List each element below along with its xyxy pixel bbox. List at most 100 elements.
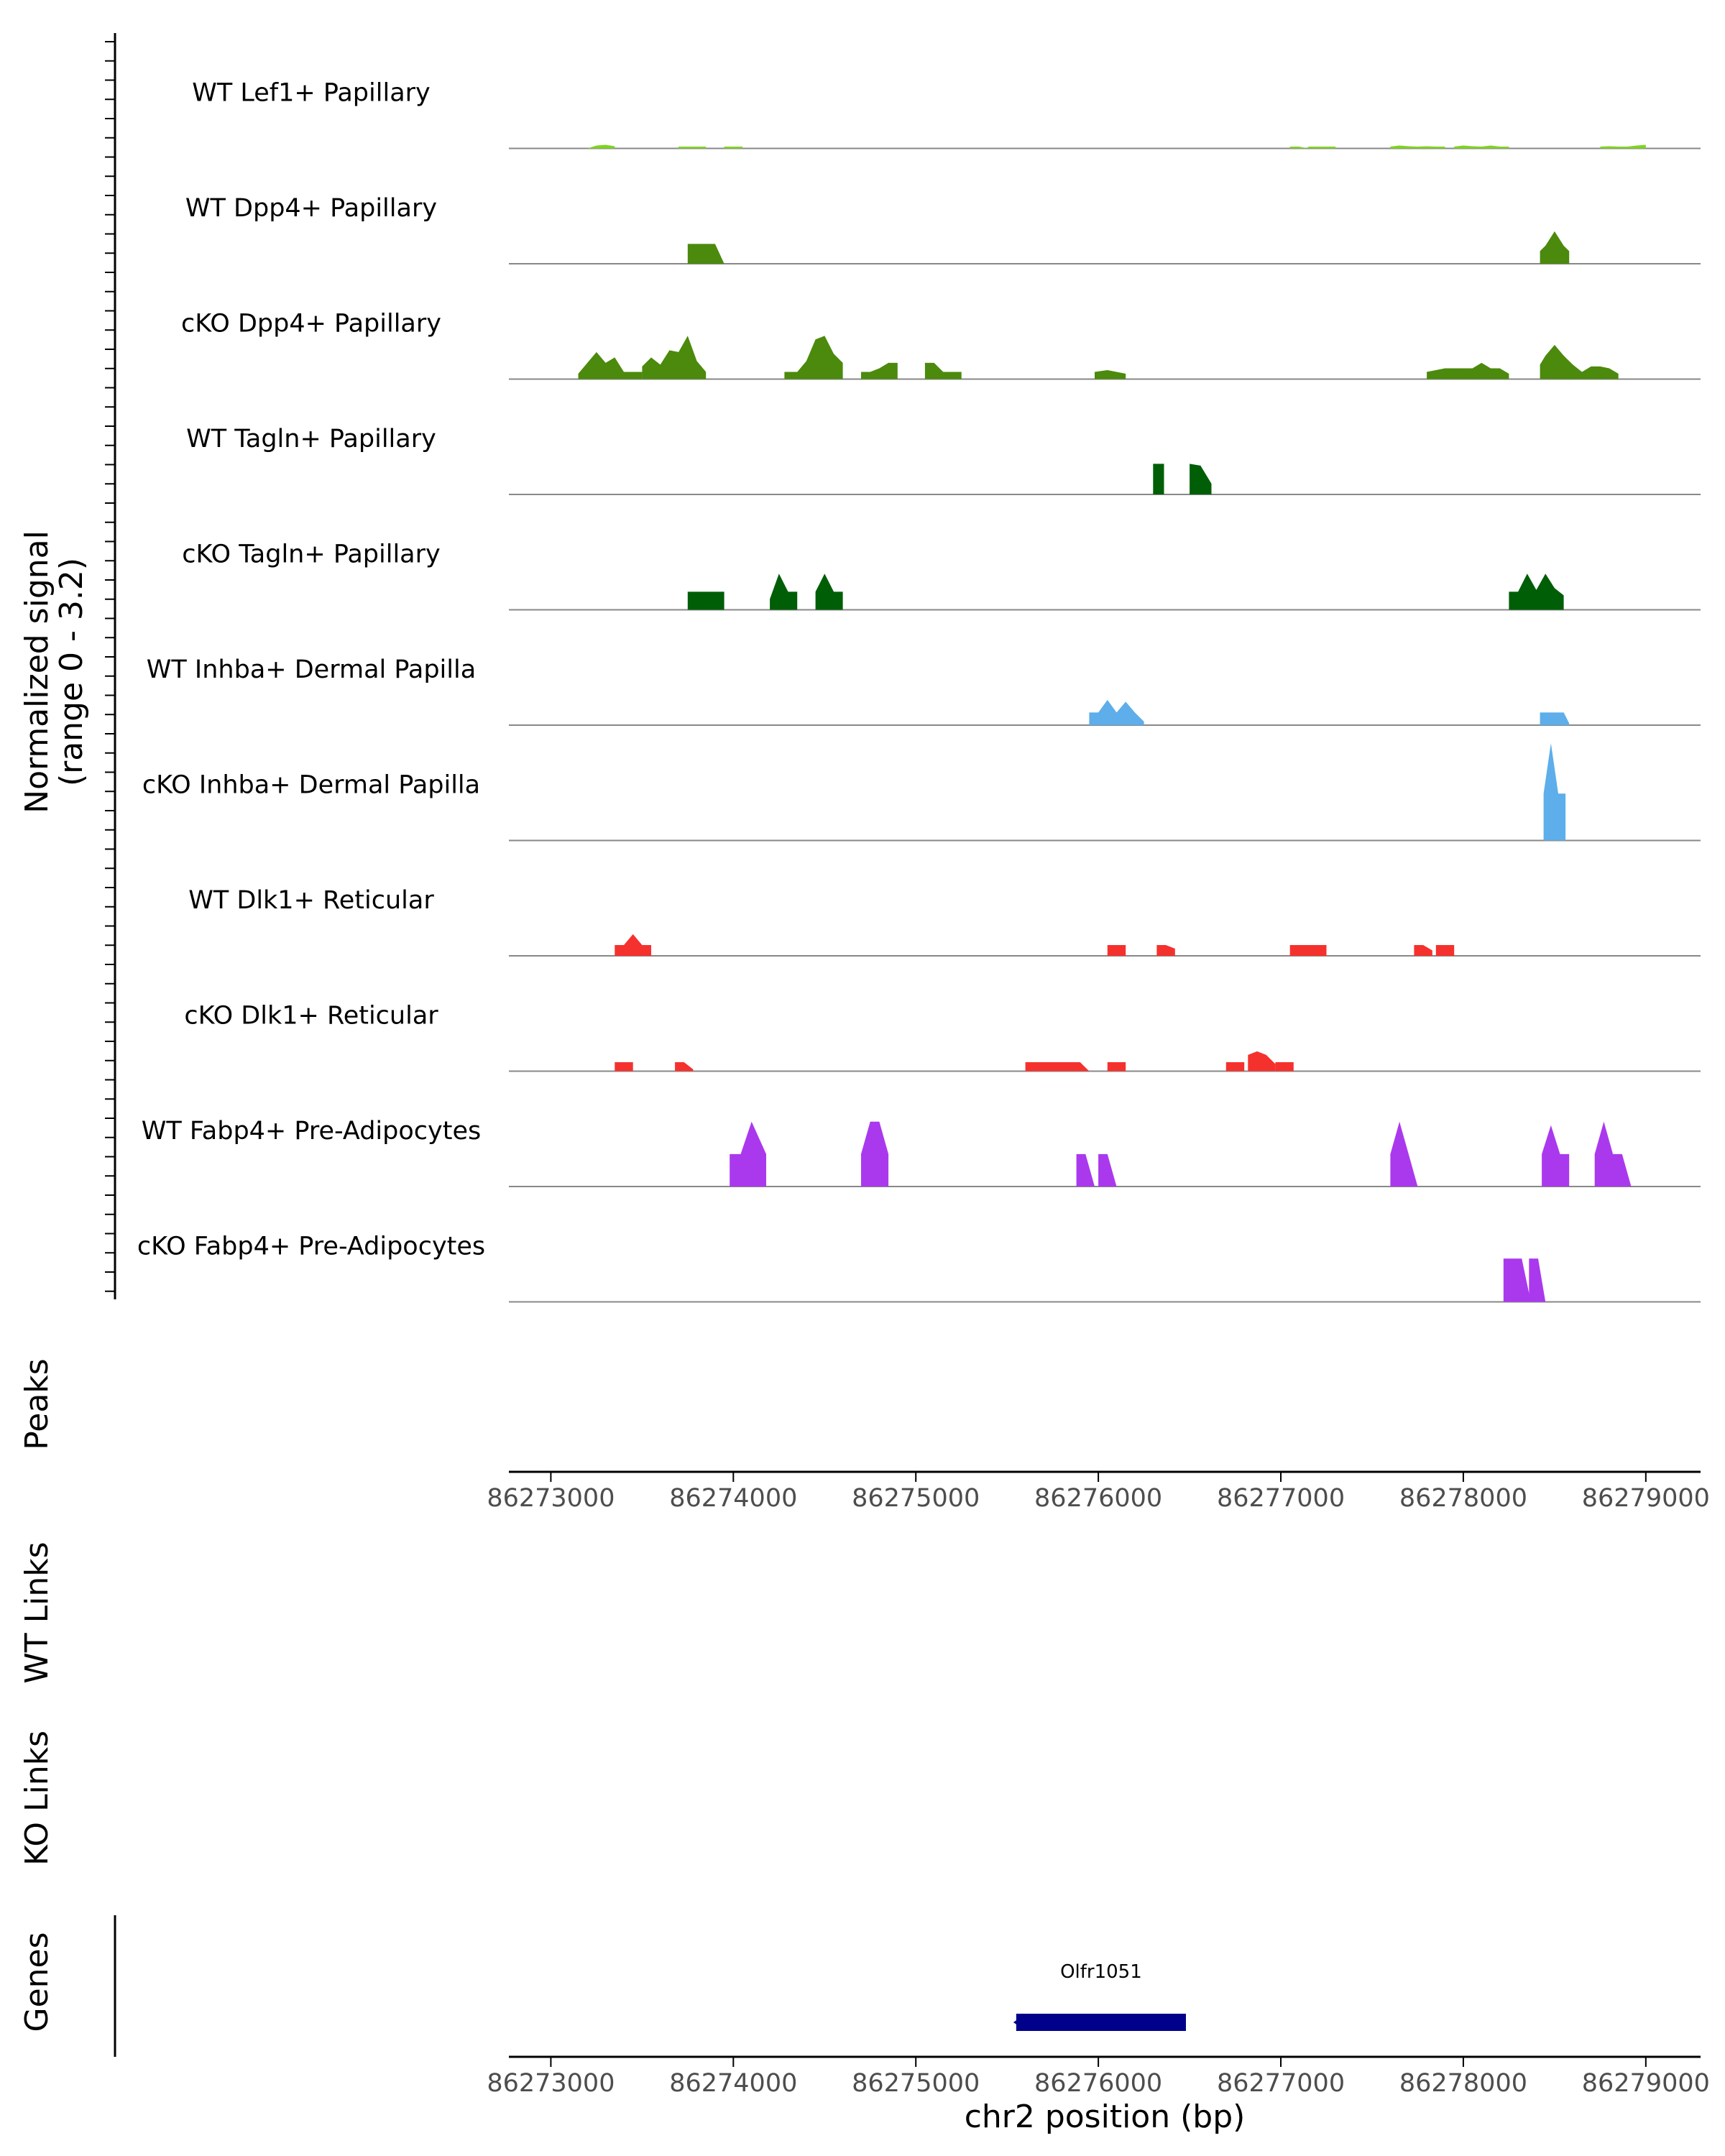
track-label: cKO Dpp4+ Papillary — [181, 310, 441, 338]
track-4: WT Tagln+ Papillary — [186, 425, 1701, 495]
signal-peak — [1390, 1121, 1418, 1187]
signal-peak — [587, 144, 615, 149]
signal-peak — [1540, 712, 1570, 725]
signal-peak — [1454, 145, 1509, 149]
signal-ylabel-line2: (range 0 - 3.2) — [53, 558, 90, 786]
peaks-panel-label: Peaks — [19, 1358, 55, 1450]
track-7: cKO Inhba+ Dermal Papilla — [142, 743, 1701, 842]
gene-track: Olfr1051 — [1013, 1961, 1186, 2031]
coverage-tracks: WT Lef1+ Papillary WT Dpp4+ Papillary cKO … — [137, 79, 1701, 1303]
signal-peak — [861, 1121, 889, 1187]
signal-peak — [924, 362, 962, 379]
signal-peak — [615, 1062, 633, 1072]
gene-body — [1016, 2014, 1186, 2031]
signal-peak — [861, 362, 898, 379]
signal-peak — [675, 1062, 694, 1072]
x-tick-label: 86278000 — [1399, 1484, 1527, 1513]
signal-peak — [724, 147, 742, 149]
x-tick-label: 86273000 — [487, 1484, 615, 1513]
signal-peak — [1427, 362, 1509, 379]
track-label: cKO Dlk1+ Reticular — [184, 1002, 438, 1031]
signal-peak — [1248, 1051, 1276, 1072]
gene-label: Olfr1051 — [1060, 1961, 1142, 1983]
x-axis-title: chr2 position (bp) — [965, 2099, 1246, 2135]
x-tick-label: 86273000 — [487, 2069, 615, 2098]
x-tick-label: 86274000 — [669, 2069, 797, 2098]
signal-peak — [1089, 699, 1144, 725]
signal-y-axis-ticks — [105, 41, 115, 1292]
track-label: WT Lef1+ Papillary — [192, 79, 431, 108]
signal-peak — [1076, 1153, 1095, 1187]
signal-peak — [1098, 1153, 1117, 1187]
signal-peak — [1509, 573, 1564, 610]
track-5: cKO Tagln+ Papillary — [182, 540, 1701, 611]
ko-links-panel-label: KO Links — [19, 1731, 55, 1866]
track-label: WT Dpp4+ Papillary — [185, 194, 437, 223]
signal-peak — [1025, 1062, 1090, 1072]
signal-peak — [1594, 1121, 1632, 1187]
signal-peak — [1107, 945, 1126, 956]
track-10: WT Fabp4+ Pre-Adipocytes — [142, 1117, 1701, 1187]
wt-links-panel-label: WT Links — [19, 1542, 55, 1683]
signal-peak — [784, 336, 843, 379]
signal-peak — [1156, 945, 1175, 956]
signal-peak — [1414, 945, 1432, 956]
gene-strand-arrow — [1013, 2017, 1022, 2028]
signal-peak — [1190, 464, 1212, 494]
x-tick-label: 86274000 — [669, 1484, 797, 1513]
track-label: WT Tagln+ Papillary — [186, 425, 436, 453]
signal-peak — [687, 591, 724, 610]
signal-peak — [1289, 945, 1327, 956]
signal-peak — [1275, 1062, 1294, 1072]
signal-peak — [1435, 945, 1455, 956]
signal-peak — [578, 351, 643, 379]
track-label: cKO Fabp4+ Pre-Adipocytes — [137, 1233, 485, 1261]
signal-peak — [1600, 144, 1646, 149]
signal-peak — [770, 573, 798, 610]
genes-x-axis: 86273000 86274000 86275000 86276000 86277000… — [487, 2055, 1710, 2098]
track-label: WT Dlk1+ Reticular — [188, 886, 434, 915]
signal-peak — [1540, 231, 1570, 264]
track-8: WT Dlk1+ Reticular — [188, 886, 1701, 957]
signal-peak — [1153, 464, 1164, 494]
signal-peak — [1308, 147, 1336, 149]
track-label: cKO Inhba+ Dermal Papilla — [142, 771, 480, 800]
x-tick-label: 86277000 — [1217, 2069, 1345, 2098]
x-tick-label: 86276000 — [1034, 2069, 1162, 2098]
signal-peak — [730, 1121, 766, 1187]
x-tick-label: 86276000 — [1034, 1484, 1162, 1513]
x-tick-label: 86279000 — [1582, 1484, 1710, 1513]
track-label: WT Inhba+ Dermal Papilla — [147, 655, 476, 684]
track-label: WT Fabp4+ Pre-Adipocytes — [142, 1117, 481, 1146]
signal-peak — [1503, 1258, 1531, 1302]
signal-peak — [642, 336, 707, 379]
signal-peak — [615, 934, 651, 956]
signal-peak — [1095, 370, 1126, 379]
track-6: WT Inhba+ Dermal Papilla — [147, 655, 1701, 726]
signal-peak — [1540, 344, 1619, 379]
track-3: cKO Dpp4+ Papillary — [181, 310, 1701, 380]
x-tick-label: 86275000 — [852, 1484, 980, 1513]
signal-peak — [1529, 1258, 1546, 1302]
x-tick-label: 86279000 — [1582, 2069, 1710, 2098]
signal-ylabel-line1: Normalized signal — [19, 530, 55, 814]
x-tick-label: 86277000 — [1217, 1484, 1345, 1513]
signal-peak — [687, 244, 724, 264]
x-tick-label: 86275000 — [852, 2069, 980, 2098]
track-9: cKO Dlk1+ Reticular — [184, 1002, 1701, 1072]
track-label: cKO Tagln+ Papillary — [182, 540, 441, 569]
signal-peak — [1543, 743, 1566, 841]
signal-peak — [1390, 145, 1445, 149]
peaks-x-axis: 86273000 86274000 86275000 86276000 86277000… — [487, 1470, 1710, 1513]
signal-peak — [1225, 1062, 1245, 1072]
x-tick-label: 86278000 — [1399, 2069, 1527, 2098]
signal-peak — [1542, 1125, 1570, 1187]
track-2: WT Dpp4+ Papillary — [185, 194, 1701, 264]
signal-peak — [815, 573, 843, 610]
genes-panel-label: Genes — [19, 1932, 55, 2032]
signal-peak — [678, 147, 707, 149]
signal-peak — [1107, 1062, 1126, 1072]
track-1: WT Lef1+ Papillary — [192, 79, 1701, 149]
track-11: cKO Fabp4+ Pre-Adipocytes — [137, 1233, 1701, 1303]
